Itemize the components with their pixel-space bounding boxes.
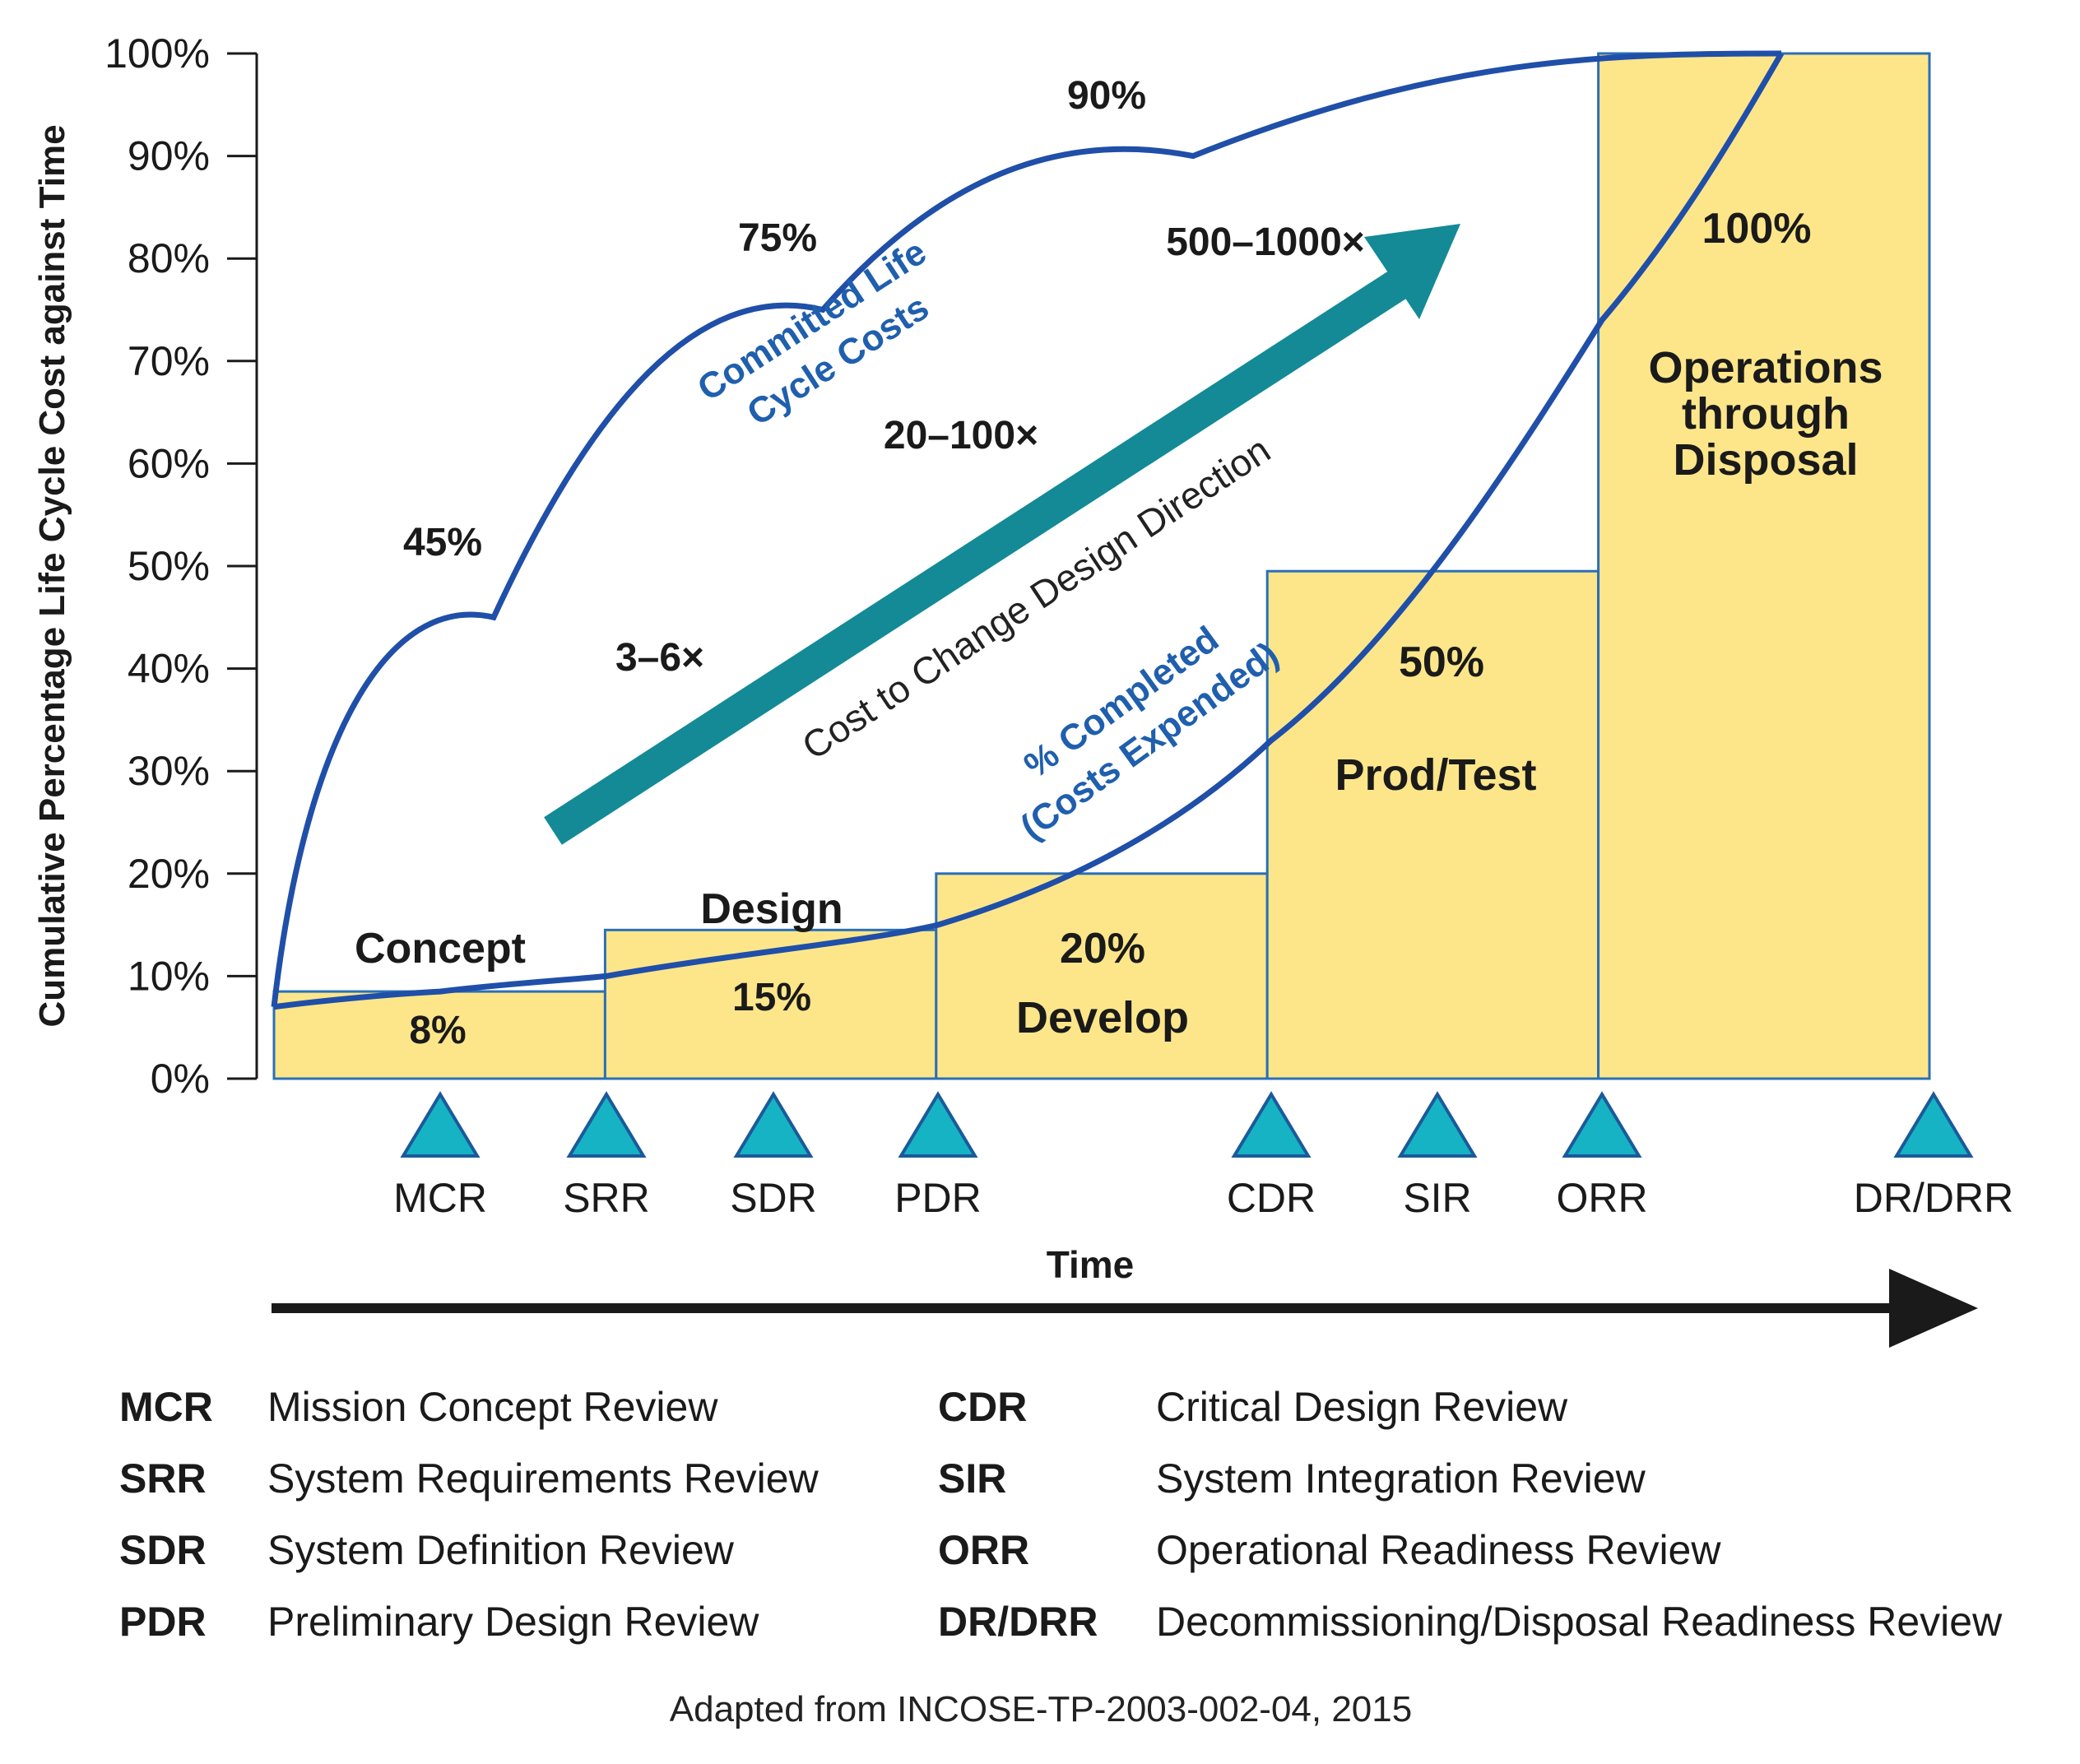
phase-labels: Concept 8% Design 15% 20% Develop 50% Pr… [355,205,1883,1052]
milestone-triangle [733,1091,814,1158]
phase-bar [272,990,606,1080]
legend-abbr: SIR [938,1455,1006,1502]
milestone-label: ORR [1556,1175,1647,1221]
legend-desc: System Requirements Review [267,1455,819,1502]
y-tick-label: 100% [104,30,210,77]
phase-value-design: 15% [732,976,811,1019]
phase-value-operations: 100% [1702,205,1812,253]
phase-name-develop: Develop [1016,993,1189,1042]
review-milestones: MCR SRR SDR PDR CDR SIR ORR DR/DRR [393,1091,2013,1221]
phase-bar [935,872,1269,1080]
milestone-triangle [400,1091,481,1158]
phase-name-prodtest: Prod/Test [1335,750,1536,800]
milestone-label: SDR [730,1175,817,1221]
phase-bar [603,928,938,1080]
y-tick-label: 60% [128,440,210,486]
legend-abbr: SRR [119,1455,207,1502]
milestone-label: MCR [393,1175,487,1221]
legend-desc: Critical Design Review [1156,1384,1568,1430]
expended-curve-title: % Completed (Costs Expended) [1013,619,1285,847]
milestone-triangle [1231,1091,1312,1158]
legend-desc: System Definition Review [267,1527,735,1573]
milestone-triangle [1893,1091,1974,1158]
y-tick-label: 50% [128,543,210,589]
phase-bars [272,52,1931,1080]
legend-abbr: ORR [938,1527,1029,1573]
phase-bar [1265,569,1600,1080]
multiplier-500-1000: 500–1000× [1166,220,1365,264]
y-tick-label: 10% [128,953,210,999]
y-axis: 0% 10% 20% 30% 40% 50% 60% 70% 80% 90% 100% [104,30,258,1102]
source-caption: Adapted from INCOSE-TP-2003-002-04, 2015 [670,1689,1412,1729]
y-tick-label: 0% [151,1056,210,1102]
multiplier-3-6: 3–6× [615,636,704,680]
legend-abbr: PDR [119,1599,207,1645]
committed-label-45: 45% [403,521,482,564]
legend-abbr: CDR [938,1384,1027,1430]
milestone-triangle [566,1091,647,1158]
phase-bar [1597,52,1931,1080]
milestone-label: SRR [563,1175,650,1221]
milestone-label: CDR [1227,1175,1316,1221]
phase-value-develop: 20% [1060,925,1145,973]
y-tick-label: 90% [128,133,210,179]
review-legend: MCR Mission Concept Review SRR System Requi… [119,1384,2003,1645]
legend-desc: System Integration Review [1156,1455,1646,1502]
committed-life-cycle-cost-curve [271,50,1782,1008]
costs-expended-curve [273,52,1785,1010]
y-tick-marks: 0% 10% 20% 30% 40% 50% 60% 70% 80% 90% 100% [104,30,257,1102]
legend-abbr: DR/DRR [938,1599,1098,1645]
milestone-triangle [1397,1091,1478,1158]
legend-abbr: MCR [119,1384,213,1430]
phase-name-operations: Operations through Disposal [1648,343,1883,485]
committed-label-90: 90% [1067,74,1146,118]
legend-desc: Operational Readiness Review [1156,1527,1721,1573]
y-tick-label: 20% [128,851,210,897]
milestone-triangle [1562,1091,1642,1158]
milestone-label: PDR [894,1175,982,1221]
phase-value-prodtest: 50% [1399,638,1484,686]
y-axis-label: Cumulative Percentage Life Cycle Cost ag… [32,124,72,1027]
legend-desc: Preliminary Design Review [267,1599,759,1645]
committed-label-75: 75% [738,216,817,260]
x-axis-label: Time [1047,1243,1135,1286]
cost-arrow-head [1364,224,1460,319]
legend-abbr: SDR [119,1527,207,1573]
multiplier-20-100: 20–100× [884,414,1038,457]
milestone-triangle [898,1091,978,1158]
milestone-label: SIR [1403,1175,1471,1221]
phase-name-design: Design [700,885,843,933]
y-tick-label: 40% [128,646,210,692]
y-tick-label: 30% [128,748,210,794]
y-tick-label: 80% [128,235,210,281]
phase-name-concept: Concept [355,925,526,973]
legend-desc: Mission Concept Review [267,1384,718,1430]
phase-value-concept: 8% [409,1009,466,1052]
milestone-label: DR/DRR [1854,1175,2013,1221]
y-tick-label: 70% [128,338,210,384]
legend-desc: Decommissioning/Disposal Readiness Revie… [1156,1599,2003,1645]
